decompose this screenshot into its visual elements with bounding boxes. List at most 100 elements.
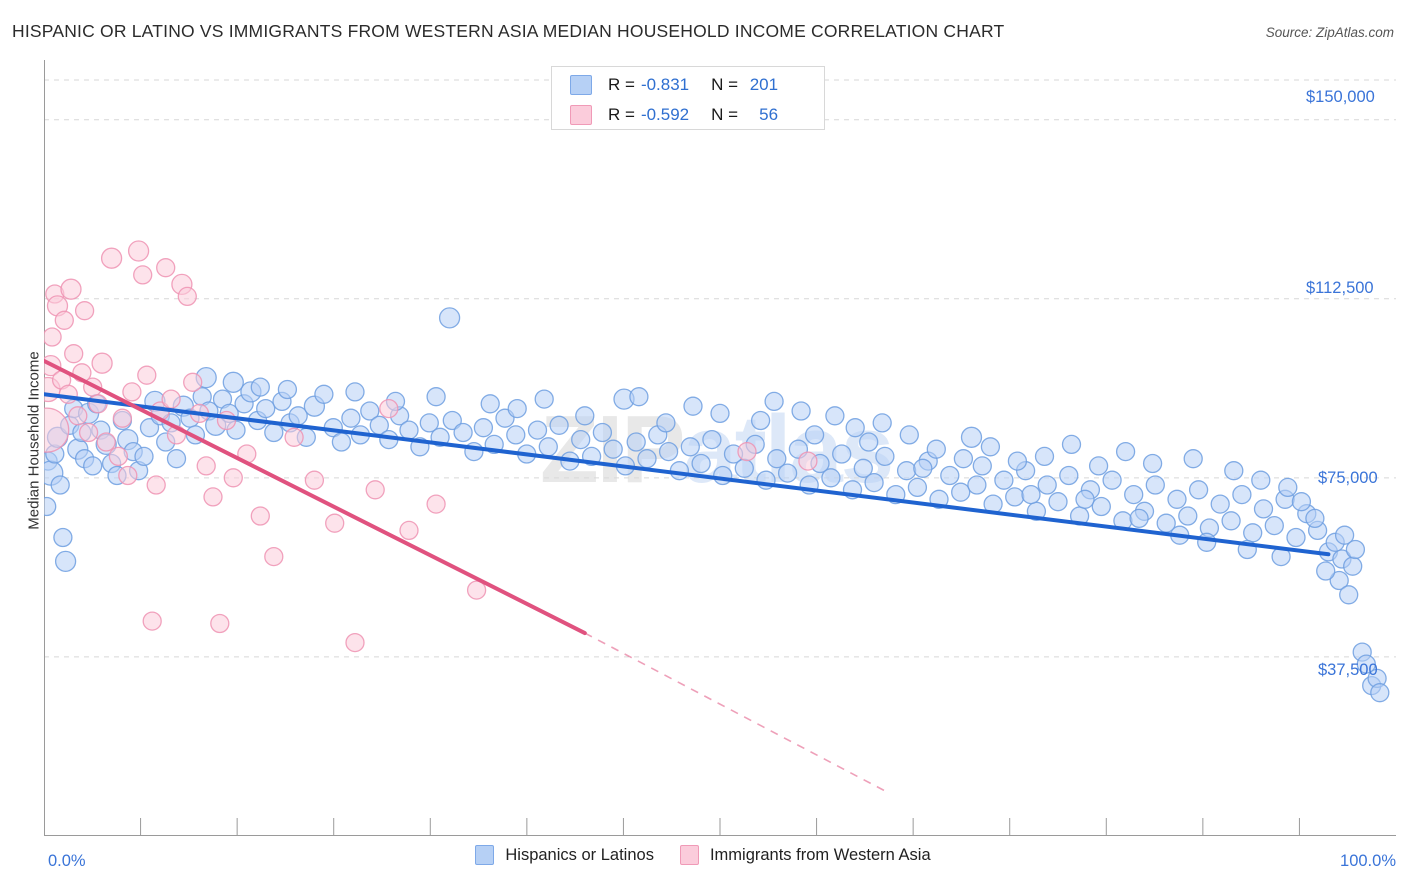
legend-item-immigrants[interactable]: Immigrants from Western Asia: [679, 845, 931, 865]
r-value: -0.831: [640, 75, 690, 94]
trend-line: [44, 358, 587, 636]
data-point: [64, 344, 84, 364]
data-point: [196, 456, 216, 476]
r-label: R =: [608, 105, 635, 124]
data-point: [913, 458, 933, 478]
data-point: [1061, 434, 1082, 455]
data-point: [1251, 470, 1271, 490]
data-point: [1075, 489, 1095, 509]
data-point: [845, 418, 865, 438]
data-point: [1253, 499, 1274, 519]
data-point: [960, 426, 983, 448]
data-point: [177, 286, 197, 307]
legend-label: Hispanics or Latinos: [505, 845, 654, 864]
data-point: [791, 401, 811, 421]
data-point: [683, 396, 703, 416]
data-point: [626, 432, 646, 452]
data-point: [426, 494, 446, 514]
data-point: [1102, 470, 1122, 490]
stats-row-immigrants: R = -0.592 N = 56: [552, 99, 824, 131]
data-point: [777, 463, 798, 483]
data-point: [166, 449, 187, 469]
data-point: [331, 432, 352, 452]
data-point: [506, 425, 526, 445]
data-point: [691, 453, 711, 474]
data-point: [118, 465, 138, 486]
data-point: [60, 278, 82, 300]
data-point: [399, 520, 419, 541]
data-point: [1345, 539, 1366, 560]
series-swatch-blue-icon: [570, 75, 592, 95]
data-point: [629, 387, 649, 407]
data-point: [1278, 477, 1298, 498]
data-point: [325, 513, 345, 533]
data-point: [951, 482, 971, 502]
data-point: [1124, 484, 1144, 505]
data-point: [480, 394, 500, 414]
data-point: [592, 422, 613, 443]
data-point: [859, 432, 879, 452]
chart-legend: Hispanics or Latinos Immigrants from Wes…: [0, 845, 1406, 865]
data-point: [798, 451, 818, 471]
data-point: [223, 468, 243, 488]
data-point: [100, 247, 123, 269]
data-point: [379, 398, 399, 419]
data-point: [658, 441, 679, 462]
data-point: [980, 437, 1001, 457]
data-point: [264, 546, 284, 567]
data-point: [142, 611, 162, 631]
data-point: [750, 410, 771, 431]
correlation-stats-box: R = -0.831 N = 201 R = -0.592 N = 56: [551, 66, 825, 130]
data-point: [734, 458, 754, 478]
data-point: [250, 506, 270, 526]
data-point: [575, 406, 595, 426]
data-point: [83, 456, 103, 476]
series-swatch-pink-icon: [570, 105, 592, 125]
data-point: [1264, 515, 1284, 536]
data-point: [1037, 475, 1057, 495]
data-point: [767, 449, 787, 469]
series-points: [44, 307, 1390, 703]
data-point: [426, 387, 446, 407]
legend-item-hispanics[interactable]: Hispanics or Latinos: [475, 845, 654, 865]
data-point: [1329, 570, 1349, 591]
data-point: [134, 446, 154, 467]
data-point: [1145, 475, 1165, 495]
plot-area: [44, 60, 1396, 836]
data-point: [341, 408, 361, 428]
data-point: [314, 384, 334, 404]
data-point: [953, 449, 974, 469]
legend-swatch-blue-icon: [475, 845, 495, 865]
legend-swatch-pink-icon: [679, 845, 699, 865]
data-point: [146, 475, 166, 495]
data-point: [304, 470, 325, 490]
data-point: [1339, 585, 1359, 605]
data-point: [442, 410, 462, 431]
data-point: [466, 580, 487, 600]
data-point: [399, 420, 419, 440]
data-point: [907, 477, 928, 498]
data-point: [899, 425, 919, 445]
data-point: [1370, 683, 1390, 703]
data-point: [360, 401, 380, 421]
series-points: [44, 240, 818, 653]
data-point: [1059, 465, 1079, 486]
data-point: [702, 429, 722, 450]
data-point: [122, 382, 142, 402]
data-point: [216, 410, 237, 431]
data-point: [896, 461, 917, 481]
data-point: [264, 422, 284, 443]
data-point: [571, 429, 591, 450]
data-point: [161, 389, 181, 409]
data-point: [365, 480, 385, 500]
data-point: [345, 632, 365, 653]
data-point: [256, 398, 276, 419]
data-point: [203, 487, 223, 507]
data-point: [453, 422, 473, 443]
data-point: [1178, 506, 1198, 526]
data-point: [972, 456, 992, 476]
data-point: [44, 327, 62, 347]
data-point: [222, 371, 244, 393]
data-point: [603, 439, 623, 459]
